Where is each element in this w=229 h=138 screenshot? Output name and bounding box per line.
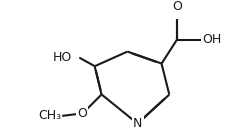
Text: CH₃: CH₃: [38, 109, 61, 122]
Text: O: O: [171, 0, 181, 13]
Text: N: N: [132, 117, 142, 130]
Text: O: O: [77, 107, 86, 120]
Text: OH: OH: [201, 33, 220, 46]
Text: HO: HO: [52, 51, 71, 64]
